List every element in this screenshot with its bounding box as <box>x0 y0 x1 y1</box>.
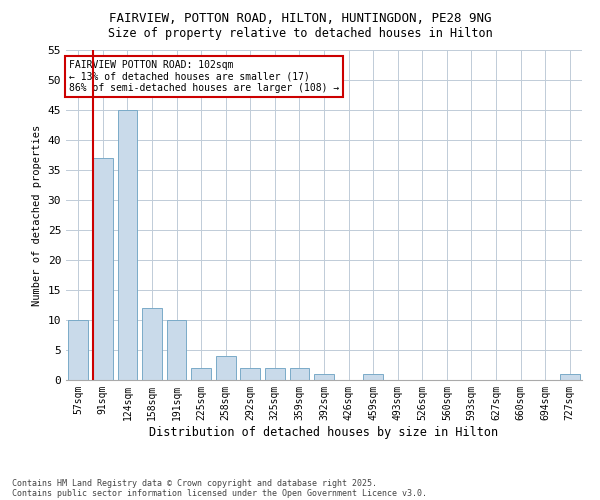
Bar <box>560 374 580 380</box>
Bar <box>241 368 260 380</box>
Bar <box>290 368 309 380</box>
Bar <box>93 158 113 380</box>
Text: Contains HM Land Registry data © Crown copyright and database right 2025.: Contains HM Land Registry data © Crown c… <box>12 478 377 488</box>
Y-axis label: Number of detached properties: Number of detached properties <box>32 124 42 306</box>
Text: Size of property relative to detached houses in Hilton: Size of property relative to detached ho… <box>107 28 493 40</box>
Bar <box>216 356 236 380</box>
Bar <box>265 368 284 380</box>
X-axis label: Distribution of detached houses by size in Hilton: Distribution of detached houses by size … <box>149 426 499 438</box>
Text: Contains public sector information licensed under the Open Government Licence v3: Contains public sector information licen… <box>12 488 427 498</box>
Text: FAIRVIEW POTTON ROAD: 102sqm
← 13% of detached houses are smaller (17)
86% of se: FAIRVIEW POTTON ROAD: 102sqm ← 13% of de… <box>68 60 339 93</box>
Bar <box>314 374 334 380</box>
Bar <box>167 320 187 380</box>
Bar <box>191 368 211 380</box>
Bar <box>118 110 137 380</box>
Bar <box>142 308 162 380</box>
Text: FAIRVIEW, POTTON ROAD, HILTON, HUNTINGDON, PE28 9NG: FAIRVIEW, POTTON ROAD, HILTON, HUNTINGDO… <box>109 12 491 26</box>
Bar <box>68 320 88 380</box>
Bar <box>364 374 383 380</box>
